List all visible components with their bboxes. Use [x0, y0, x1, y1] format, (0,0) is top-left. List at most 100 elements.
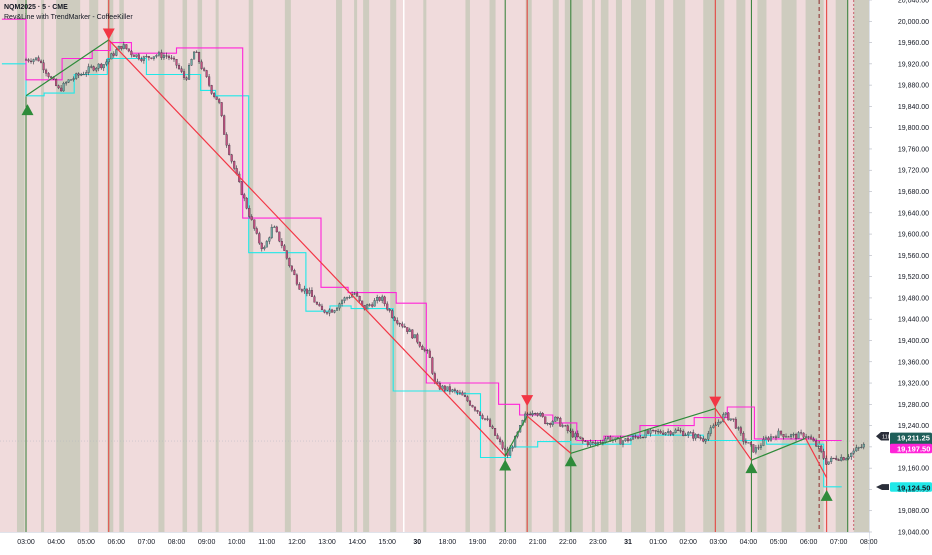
candle-body	[335, 307, 339, 311]
candle-body	[606, 436, 609, 439]
candle-body	[461, 392, 464, 396]
candle-body	[260, 242, 263, 250]
candle-body	[774, 436, 778, 438]
candle-body	[852, 450, 855, 454]
candle-body	[541, 413, 544, 417]
buy-signal-icon[interactable]	[564, 455, 577, 467]
candle-body	[85, 72, 88, 75]
candle-body	[448, 386, 451, 392]
candle-body	[32, 59, 35, 62]
candle-body	[318, 304, 321, 307]
y-tick-label: 19,440.00	[898, 317, 929, 324]
candle-body	[667, 431, 670, 433]
candle-body	[77, 73, 80, 76]
candle-body	[549, 423, 552, 425]
candle-body	[784, 436, 788, 438]
candle-body	[629, 438, 632, 442]
bull-band	[591, 0, 595, 532]
y-tick-label: 19,040.00	[898, 530, 929, 537]
candle-body	[569, 430, 572, 432]
candle-body	[348, 297, 351, 299]
upper-band-tag-bg	[890, 443, 932, 454]
y-tick-label: 19,560.00	[898, 253, 929, 260]
candle-body	[566, 425, 569, 432]
candle-body	[218, 99, 221, 103]
sell-signal-icon[interactable]	[521, 395, 534, 407]
candle-body	[546, 423, 549, 425]
candle-body	[265, 241, 268, 248]
candle-body	[574, 433, 577, 438]
sell-signal-icon[interactable]	[102, 28, 115, 40]
candle-body	[358, 295, 361, 302]
candle-body	[769, 436, 773, 441]
candle-body	[626, 438, 630, 442]
x-tick-label: 08:00	[168, 539, 186, 546]
bull-band	[655, 0, 665, 532]
candle-body	[283, 245, 286, 251]
candle-body	[782, 434, 785, 438]
candles	[24, 41, 865, 466]
candle-body	[674, 429, 677, 433]
candle-body	[338, 303, 341, 309]
candle-body	[777, 430, 780, 438]
candle-body	[340, 300, 344, 304]
candle-body	[376, 297, 379, 301]
candle-body	[772, 436, 775, 438]
candle-body	[308, 290, 311, 294]
indicator-title[interactable]: Rev&Line with TrendMarker - CoffeeKiller	[4, 14, 133, 21]
x-tick-label: 07:00	[138, 539, 156, 546]
candle-body	[499, 438, 502, 443]
lower-band-tag-text: 19,124.50	[897, 483, 930, 492]
candle-body	[67, 79, 70, 83]
candle-body	[744, 441, 747, 443]
symbol-title[interactable]: NQM2025 · 5 · CME	[4, 4, 68, 11]
candle-body	[142, 56, 145, 61]
candle-body	[709, 427, 712, 434]
candle-body	[275, 226, 278, 233]
candle-body	[805, 436, 808, 438]
candle-body	[594, 442, 597, 445]
candle-body	[747, 442, 750, 444]
candle-body	[107, 58, 110, 63]
candle-body	[659, 431, 662, 434]
sell-signal-icon[interactable]	[709, 396, 722, 408]
candle-body	[807, 436, 810, 438]
candle-body	[333, 310, 336, 313]
candle-body	[687, 432, 690, 436]
candle-body	[644, 430, 647, 438]
candle-body	[815, 440, 818, 447]
candle-body	[383, 296, 386, 305]
candle-body	[398, 323, 401, 325]
candle-body	[571, 430, 574, 438]
plot-area[interactable]	[0, 0, 881, 532]
candle-body	[401, 323, 404, 327]
candle-body	[378, 297, 381, 301]
lower-band-tag-bg	[890, 482, 932, 492]
price-axis[interactable]: 20,040.00 20,000.00 19,960.00 19,920.00 19,8…	[869, 0, 932, 550]
candle-body	[208, 76, 211, 86]
candle-body	[105, 61, 108, 65]
candle-body	[29, 60, 33, 62]
x-tick-label: 19:00	[469, 539, 487, 546]
candle-body	[714, 424, 717, 427]
candle-body	[451, 389, 454, 392]
buy-signal-icon[interactable]	[820, 489, 833, 501]
buy-signal-icon[interactable]	[21, 104, 34, 116]
candle-body	[391, 310, 394, 318]
candle-body	[789, 434, 793, 437]
candle-body	[258, 233, 261, 244]
time-axis[interactable]: 03:00 04:00 05:00 06:00 07:00 08:00 09:00 10:00…	[0, 532, 878, 550]
candle-body	[205, 70, 208, 77]
candle-body	[27, 59, 30, 62]
buy-signal-icon[interactable]	[499, 459, 512, 471]
candle-body	[689, 432, 692, 434]
candle-body	[210, 85, 213, 94]
candle-body	[453, 389, 456, 391]
candle-body	[531, 413, 534, 416]
candle-body	[845, 458, 848, 461]
candle-body	[604, 438, 607, 443]
buy-signal-icon[interactable]	[745, 462, 758, 474]
candle-body	[130, 50, 133, 56]
